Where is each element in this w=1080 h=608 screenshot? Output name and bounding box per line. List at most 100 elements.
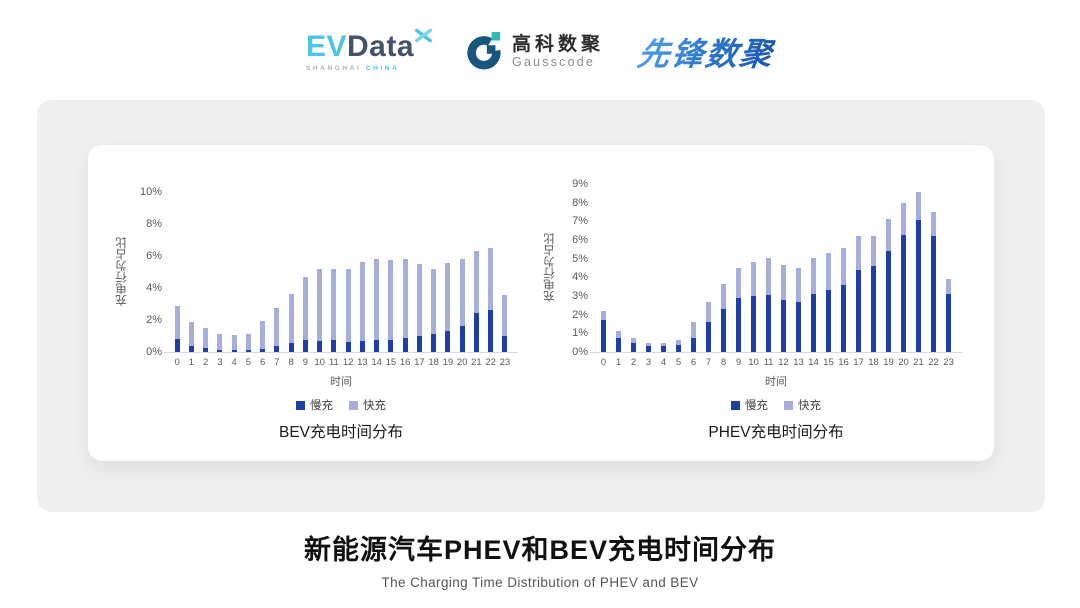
y-tick-label: 4% — [146, 282, 162, 294]
bar-slow-segment — [317, 340, 323, 352]
x-tick-label: 3 — [217, 357, 223, 368]
evdata-sub-shanghai: SHANGHAI — [305, 65, 362, 72]
bar-fast-segment — [274, 308, 280, 347]
x-tick-label: 17 — [853, 357, 864, 368]
x-axis-title: 时间 — [765, 376, 787, 388]
main-subtitle: The Charging Time Distribution of PHEV a… — [381, 575, 699, 590]
x-tick-label: 2 — [202, 357, 209, 368]
bar-slow-segment — [274, 346, 280, 352]
bar-fast-segment — [616, 330, 621, 338]
x-tick-label: 5 — [675, 357, 682, 368]
bar-slow-segment — [631, 342, 636, 352]
bar-slow-segment — [345, 341, 351, 352]
gausscode-text: 高科数聚 Gausscode — [512, 34, 604, 70]
x-axis-line — [164, 352, 518, 353]
evdata-logo: EVData SHANGHAI CHINA — [305, 28, 433, 72]
bar-fast-segment — [260, 320, 266, 349]
bar-slow-segment — [402, 337, 408, 352]
bar-fast-segment — [174, 306, 180, 340]
y-tick-label: 6% — [146, 250, 162, 262]
bar-slow-segment — [676, 345, 681, 352]
bar-slow-segment — [302, 340, 308, 352]
x-tick-label: 18 — [428, 357, 439, 368]
x-tick-label: 11 — [328, 357, 339, 368]
bar-slow-segment — [473, 312, 479, 352]
x-tick-label: 23 — [943, 357, 954, 368]
logo-row: EVData SHANGHAI CHINA — [0, 20, 1080, 84]
bar-fast-segment — [459, 259, 465, 327]
x-tick-label: 5 — [245, 357, 252, 368]
y-tick-label: 5% — [572, 252, 588, 265]
phev-chart: 充电行为占比 PHEV充电时间分布 时间 慢充 快充 0% 1% 2% 3% 4% 5% 6%… — [88, 145, 994, 461]
y-tick-label: 9% — [572, 178, 588, 190]
footer: 新能源汽车PHEV和BEV充电时间分布 The Charging Time Di… — [0, 528, 1080, 590]
bar-slow-segment — [826, 290, 831, 352]
bar-slow-segment — [445, 331, 451, 352]
x-tick-label: 4 — [231, 357, 237, 368]
x-tick-label: 21 — [913, 357, 924, 368]
legend-item: 慢充 — [731, 397, 768, 413]
bar-slow-segment — [931, 236, 936, 352]
gausscode-g-icon — [465, 30, 503, 75]
x-tick-label: 20 — [456, 357, 468, 368]
evdata-sub-china: CHINA — [365, 65, 400, 72]
legend-label: 快充 — [798, 400, 821, 412]
bar-slow-segment — [946, 294, 951, 352]
x-tick-label: 17 — [414, 357, 425, 368]
x-tick-label: 6 — [690, 357, 697, 368]
bar-slow-segment — [691, 338, 696, 352]
bar-slow-segment — [374, 340, 380, 352]
bar-fast-segment — [706, 301, 711, 323]
bar-slow-segment — [188, 345, 194, 352]
x-tick-label: 3 — [645, 357, 652, 368]
gausscode-logo: 高科数聚 Gausscode — [465, 30, 604, 75]
bar-fast-segment — [345, 268, 351, 342]
bar-fast-segment — [402, 259, 408, 338]
x-tick-label: 1 — [615, 357, 622, 368]
x-tick-label: 20 — [898, 357, 909, 368]
bar-slow-segment — [766, 295, 771, 352]
bar-slow-segment — [646, 346, 651, 352]
x-tick-label: 14 — [371, 357, 382, 368]
bar-fast-segment — [631, 338, 636, 343]
chart-title: PHEV充电时间分布 — [708, 424, 844, 441]
bar-fast-segment — [445, 263, 451, 332]
x-tick-label: 19 — [442, 357, 454, 368]
x-axis-line — [590, 352, 962, 353]
x-tick-label: 12 — [778, 357, 789, 368]
y-tick-label: 1% — [572, 327, 588, 340]
bar-fast-segment — [766, 257, 771, 296]
bar-slow-segment — [388, 340, 394, 352]
bar-slow-segment — [359, 340, 365, 352]
bar-slow-segment — [502, 336, 508, 352]
bar-slow-segment — [841, 284, 846, 352]
bar-fast-segment — [946, 279, 951, 295]
bar-fast-segment — [931, 212, 936, 237]
legend-item: 快充 — [784, 397, 821, 413]
bar-slow-segment — [288, 343, 294, 352]
bar-slow-segment — [331, 340, 337, 352]
legend-label: 慢充 — [310, 400, 333, 412]
legend-item: 快充 — [349, 397, 386, 413]
bar-slow-segment — [203, 348, 209, 352]
gausscode-en: Gausscode — [512, 55, 596, 69]
evdata-wordmark: EVData — [306, 28, 433, 62]
x-tick-label: 13 — [357, 357, 368, 368]
x-tick-label: 2 — [630, 357, 637, 368]
bar-slow-segment — [431, 334, 437, 352]
bar-fast-segment — [288, 294, 294, 344]
bar-slow-segment — [459, 326, 465, 352]
bar-fast-segment — [901, 202, 906, 236]
x-axis-title: 时间 — [330, 376, 352, 388]
bar-slow-segment — [416, 336, 422, 352]
bar-fast-segment — [188, 322, 194, 346]
x-tick-label: 23 — [499, 357, 511, 368]
bar-fast-segment — [721, 283, 726, 310]
bar-fast-segment — [916, 192, 921, 221]
bar-fast-segment — [661, 342, 666, 347]
bar-fast-segment — [751, 262, 756, 296]
bar-slow-segment — [796, 301, 801, 352]
bar-slow-segment — [245, 349, 251, 352]
bar-fast-segment — [317, 268, 323, 341]
